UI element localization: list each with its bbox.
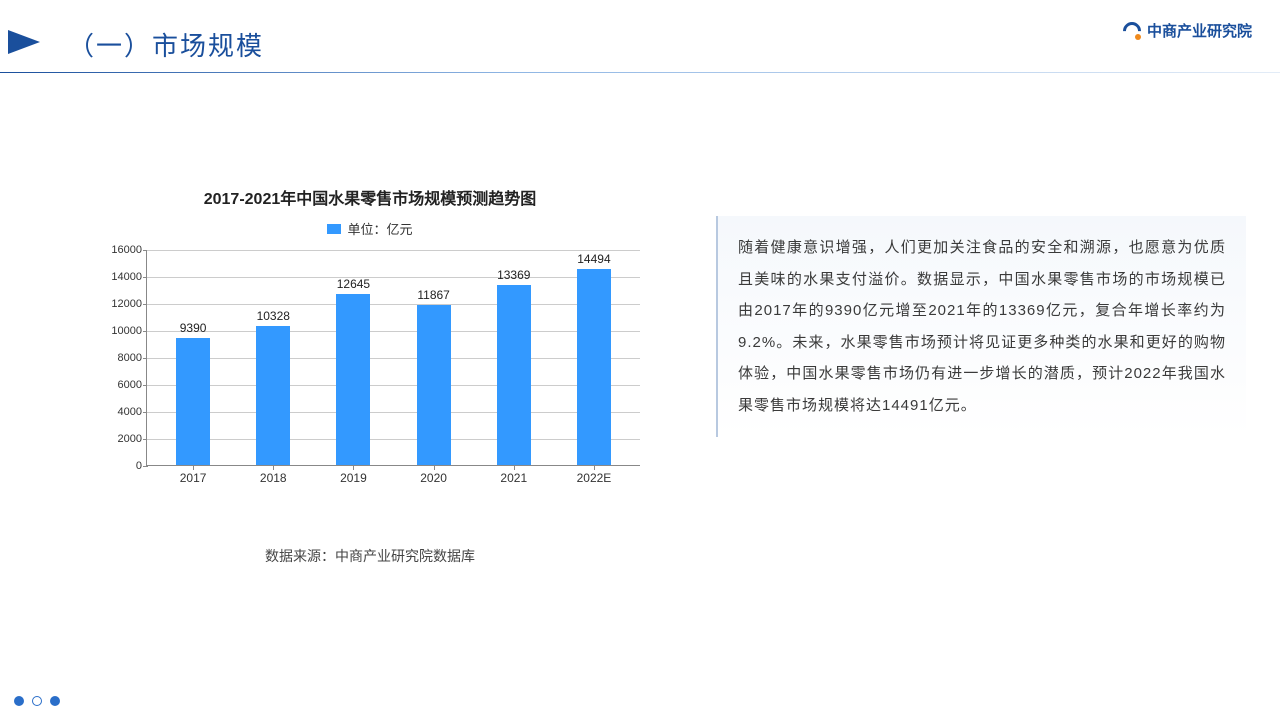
- brand-icon: [1123, 22, 1141, 40]
- chart-legend: 单位：亿元: [90, 219, 650, 238]
- y-tick: 12000: [90, 298, 142, 310]
- bar-value-label: 9390: [180, 321, 207, 335]
- y-tick: 2000: [90, 433, 142, 445]
- x-tick: 2019: [313, 471, 393, 485]
- bar-column: 93902017: [153, 250, 233, 465]
- x-tick: 2017: [153, 471, 233, 485]
- y-tick: 10000: [90, 325, 142, 337]
- bar-value-label: 11867: [417, 288, 449, 302]
- bar-rect: [417, 305, 451, 465]
- x-tick: 2020: [394, 471, 474, 485]
- bar-value-label: 13369: [497, 268, 530, 282]
- y-tick: 14000: [90, 271, 142, 283]
- y-tick: 6000: [90, 379, 142, 391]
- pager-dot: [32, 696, 42, 706]
- brand-text: 中商产业研究院: [1147, 20, 1252, 41]
- description-panel: 随着健康意识增强，人们更加关注食品的安全和溯源，也愿意为优质且美味的水果支付溢价…: [716, 216, 1246, 437]
- bar-column: 126452019: [313, 250, 393, 465]
- bar-column: 133692021: [474, 250, 554, 465]
- bar-column: 103282018: [233, 250, 313, 465]
- bar-rect: [176, 338, 210, 465]
- bar-value-label: 12645: [337, 277, 370, 291]
- chart-plot: 0200040006000800010000120001400016000 93…: [90, 250, 650, 490]
- legend-swatch-icon: [327, 224, 341, 234]
- x-tick: 2018: [233, 471, 313, 485]
- bar-rect: [336, 294, 370, 465]
- chart-title: 2017-2021年中国水果零售市场规模预测趋势图: [90, 185, 650, 209]
- title-marker-icon: [8, 30, 40, 54]
- y-tick: 0: [90, 460, 142, 472]
- y-tick: 4000: [90, 406, 142, 418]
- header-rule: [0, 72, 1280, 73]
- pager-dot: [50, 696, 60, 706]
- bar-rect: [256, 326, 290, 465]
- bar-value-label: 14494: [577, 252, 610, 266]
- y-tick: 8000: [90, 352, 142, 364]
- chart-source: 数据来源：中商产业研究院数据库: [90, 546, 650, 566]
- x-tick: 2022E: [554, 471, 634, 485]
- bar-column: 144942022E: [554, 250, 634, 465]
- plot-area: 9390201710328201812645201911867202013369…: [146, 250, 640, 466]
- bars-container: 9390201710328201812645201911867202013369…: [147, 250, 640, 465]
- x-tick: 2021: [474, 471, 554, 485]
- bar-column: 118672020: [394, 250, 474, 465]
- description-text: 随着健康意识增强，人们更加关注食品的安全和溯源，也愿意为优质且美味的水果支付溢价…: [738, 232, 1226, 421]
- pager-dot: [14, 696, 24, 706]
- pager-dots: [14, 696, 60, 706]
- slide-header: （一）市场规模: [0, 22, 1280, 72]
- bar-value-label: 10328: [257, 309, 290, 323]
- brand-logo: 中商产业研究院: [1123, 20, 1252, 41]
- bar-rect: [497, 285, 531, 465]
- slide: （一）市场规模 中商产业研究院 2017-2021年中国水果零售市场规模预测趋势…: [0, 0, 1280, 720]
- legend-label: 单位：亿元: [347, 219, 412, 238]
- slide-title: （一）市场规模: [68, 26, 264, 63]
- bar-rect: [577, 269, 611, 465]
- y-tick: 16000: [90, 244, 142, 256]
- bar-chart: 2017-2021年中国水果零售市场规模预测趋势图 单位：亿元 0 2000 400…: [90, 185, 650, 566]
